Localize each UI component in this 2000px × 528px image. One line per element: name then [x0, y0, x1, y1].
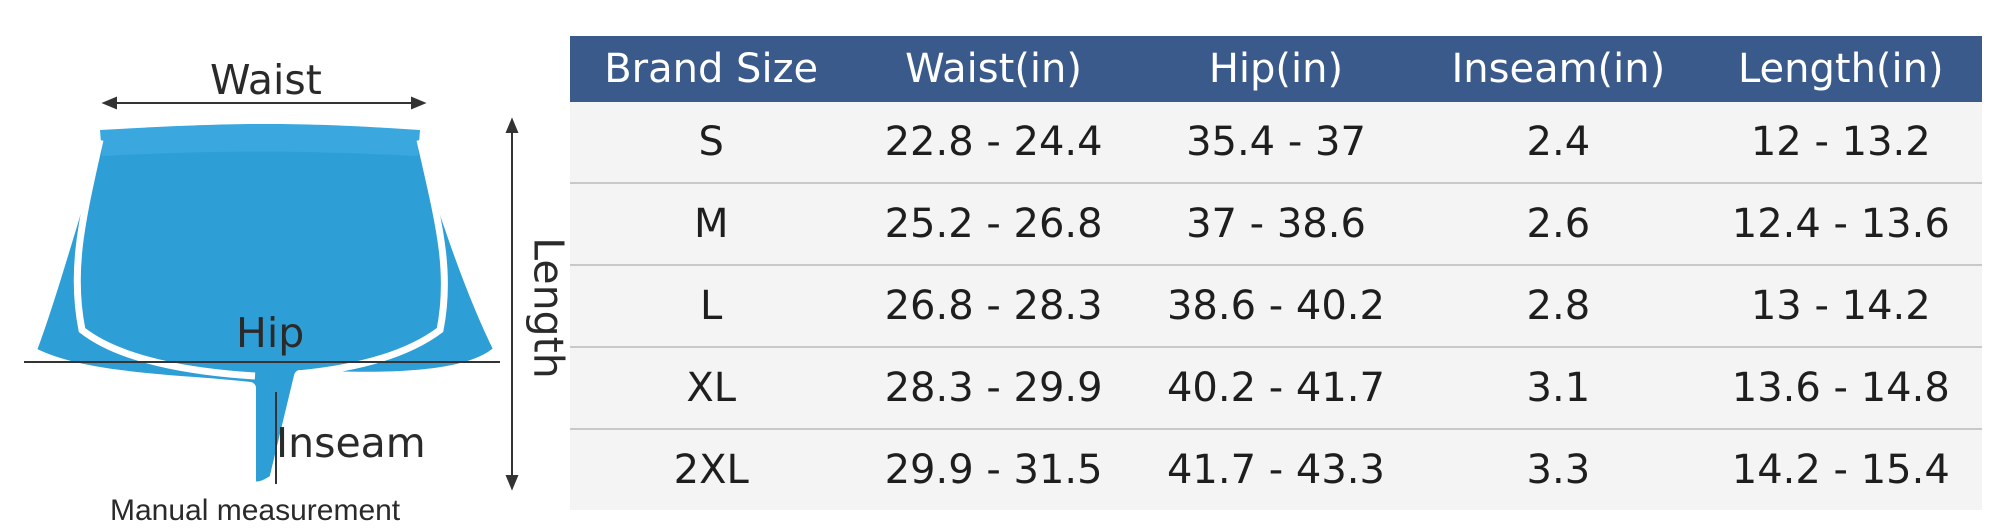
- measurement-note: Manual measurement: [110, 494, 401, 527]
- length-label: Length: [524, 237, 573, 379]
- waist-label: Waist: [210, 56, 322, 104]
- cell-hip: 41.7 - 43.3: [1134, 428, 1418, 510]
- cell-inseam: 3.1: [1417, 346, 1700, 429]
- right-trim: [297, 139, 448, 378]
- header-brand-size: Brand Size: [570, 36, 853, 102]
- table-header-row: Brand Size Waist(in) Hip(in) Inseam(in) …: [570, 36, 1982, 102]
- cell-waist: 26.8 - 28.3: [852, 264, 1135, 347]
- cell-length: 13 - 14.2: [1699, 264, 1982, 347]
- cell-inseam: 2.6: [1417, 182, 1700, 265]
- header-hip: Hip(in): [1134, 36, 1418, 102]
- cell-size: L: [570, 264, 853, 347]
- cell-hip: 40.2 - 41.7: [1134, 346, 1418, 429]
- cell-length: 14.2 - 15.4: [1699, 428, 1982, 510]
- hip-label: Hip: [236, 309, 305, 357]
- table-row: M 25.2 - 26.8 37 - 38.6 2.6 12.4 - 13.6: [570, 182, 1982, 265]
- waistband: [100, 124, 420, 156]
- cell-length: 13.6 - 14.8: [1699, 346, 1982, 429]
- measurement-diagram: Waist Hip Inseam Length Manual measureme…: [0, 0, 580, 527]
- cell-size: 2XL: [570, 428, 853, 510]
- size-chart-table: Brand Size Waist(in) Hip(in) Inseam(in) …: [570, 36, 1982, 510]
- cell-size: M: [570, 182, 853, 265]
- cell-waist: 22.8 - 24.4: [852, 102, 1135, 183]
- header-inseam: Inseam(in): [1417, 36, 1700, 102]
- cell-waist: 29.9 - 31.5: [852, 428, 1135, 510]
- table-row: L 26.8 - 28.3 38.6 - 40.2 2.8 13 - 14.2: [570, 264, 1982, 347]
- cell-hip: 35.4 - 37: [1134, 102, 1418, 183]
- cell-waist: 28.3 - 29.9: [852, 346, 1135, 429]
- inseam-label: Inseam: [276, 419, 426, 467]
- cell-size: XL: [570, 346, 853, 429]
- left-trim: [73, 139, 256, 380]
- cell-hip: 37 - 38.6: [1134, 182, 1418, 265]
- header-length: Length(in): [1699, 36, 1982, 102]
- table-row: S 22.8 - 24.4 35.4 - 37 2.4 12 - 13.2: [570, 102, 1982, 183]
- cell-inseam: 3.3: [1417, 428, 1700, 510]
- cell-hip: 38.6 - 40.2: [1134, 264, 1418, 347]
- cell-size: S: [570, 102, 853, 183]
- waist-measure-line: [101, 96, 427, 110]
- length-measure-line: [505, 117, 519, 491]
- cell-inseam: 2.4: [1417, 102, 1700, 183]
- header-waist: Waist(in): [852, 36, 1135, 102]
- cell-waist: 25.2 - 26.8: [852, 182, 1135, 265]
- table-row: XL 28.3 - 29.9 40.2 - 41.7 3.1 13.6 - 14…: [570, 346, 1982, 429]
- cell-inseam: 2.8: [1417, 264, 1700, 347]
- table-row: 2XL 29.9 - 31.5 41.7 - 43.3 3.3 14.2 - 1…: [570, 428, 1982, 510]
- shorts-illustration: [24, 96, 519, 494]
- cell-length: 12 - 13.2: [1699, 102, 1982, 183]
- cell-length: 12.4 - 13.6: [1699, 182, 1982, 265]
